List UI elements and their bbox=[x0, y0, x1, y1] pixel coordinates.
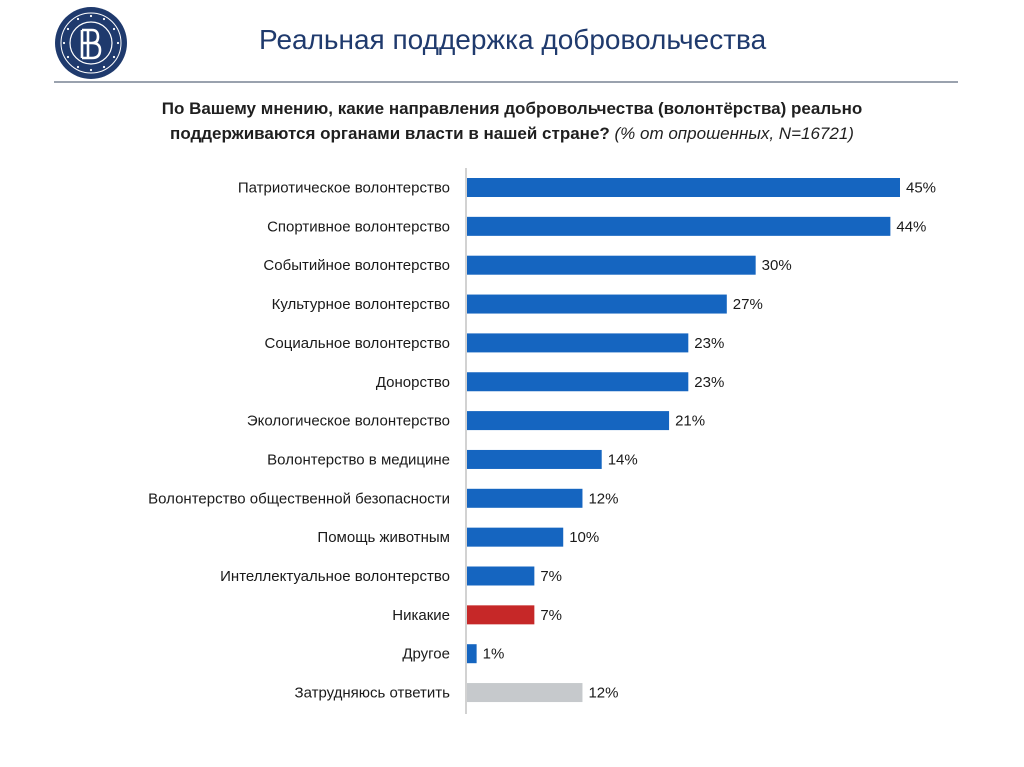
bar bbox=[467, 488, 583, 508]
bar bbox=[467, 411, 670, 431]
bar bbox=[467, 372, 689, 392]
value-label: 7% bbox=[540, 568, 562, 585]
bar bbox=[467, 644, 477, 664]
category-label: Событийное волонтерство bbox=[263, 257, 450, 274]
bar bbox=[467, 255, 756, 275]
survey-question: По Вашему мнению, какие направления добр… bbox=[40, 96, 984, 146]
value-label: 45% bbox=[906, 180, 936, 197]
category-label: Экологическое волонтерство bbox=[247, 413, 450, 430]
bar bbox=[467, 333, 689, 353]
bar bbox=[467, 527, 564, 547]
category-label: Интеллектуальное волонтерство bbox=[220, 568, 450, 585]
bar bbox=[467, 178, 900, 197]
university-logo-icon bbox=[55, 7, 127, 79]
category-label: Другое bbox=[402, 646, 450, 663]
value-label: 12% bbox=[588, 685, 618, 702]
category-label: Волонтерство общественной безопасности bbox=[148, 490, 450, 507]
page-title: Реальная поддержка добровольчества bbox=[259, 24, 767, 55]
category-label: Помощь животным bbox=[317, 529, 450, 546]
value-label: 30% bbox=[762, 257, 792, 274]
bar bbox=[467, 294, 727, 314]
category-label: Культурное волонтерство bbox=[272, 296, 450, 313]
bar bbox=[467, 216, 891, 236]
category-label: Спортивное волонтерство bbox=[267, 218, 450, 235]
question-line-2: поддерживаются органами власти в нашей с… bbox=[170, 124, 610, 143]
value-label: 14% bbox=[608, 451, 638, 468]
question-line-1: По Вашему мнению, какие направления добр… bbox=[161, 99, 863, 118]
title-divider bbox=[54, 81, 958, 83]
value-label: 7% bbox=[540, 607, 562, 624]
value-label: 1% bbox=[483, 646, 505, 663]
category-label: Донорство bbox=[376, 374, 450, 391]
bar bbox=[467, 449, 602, 469]
category-label: Никакие bbox=[392, 607, 450, 624]
category-label: Патриотическое волонтерство bbox=[238, 180, 450, 197]
sample-note: (% от опрошенных, N=16721) bbox=[614, 124, 854, 143]
value-label: 23% bbox=[694, 374, 724, 391]
value-label: 44% bbox=[896, 218, 926, 235]
bar bbox=[467, 566, 535, 586]
category-label: Волонтерство в медицине bbox=[267, 451, 450, 468]
category-label: Затрудняюсь ответить bbox=[295, 685, 451, 702]
value-label: 23% bbox=[694, 335, 724, 352]
value-label: 27% bbox=[733, 296, 763, 313]
value-label: 21% bbox=[675, 413, 705, 430]
value-label: 10% bbox=[569, 529, 599, 546]
bar bbox=[467, 683, 583, 703]
category-label: Социальное волонтерство bbox=[265, 335, 450, 352]
bar bbox=[467, 605, 535, 625]
value-label: 12% bbox=[588, 490, 618, 507]
